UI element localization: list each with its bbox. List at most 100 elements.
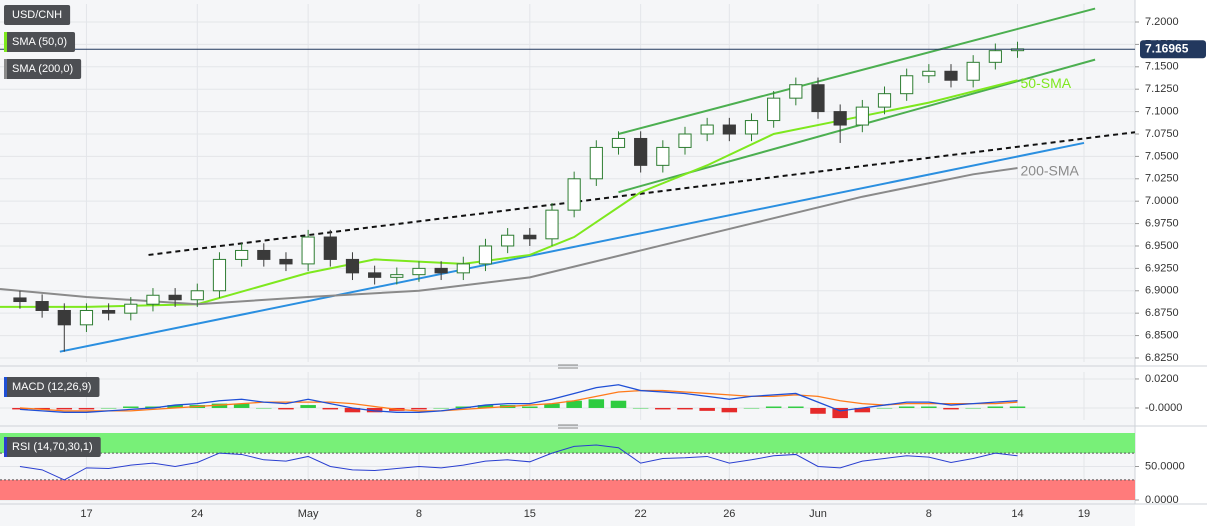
legend-item: SMA (50,0) <box>4 32 76 52</box>
x-tick-label: 8 <box>926 508 932 520</box>
y-tick-label: -0.0000 <box>1145 402 1182 414</box>
rsi-oversold-zone <box>0 479 1135 500</box>
x-tick-label: 17 <box>80 508 92 520</box>
candle-body <box>279 258 293 265</box>
candle-body <box>501 234 515 247</box>
macd-histogram-bar <box>167 405 183 408</box>
macd-histogram-bar <box>610 400 627 408</box>
candle-body <box>567 178 581 211</box>
legend-text: SMA (50,0) <box>12 36 67 48</box>
y-tick-label: 7.1500 <box>1145 61 1179 73</box>
rsi-line <box>19 444 1018 481</box>
macd-histogram-bar <box>1009 406 1026 408</box>
macd-histogram-bar <box>256 407 272 409</box>
macd-histogram-bar <box>566 400 582 408</box>
candle-body <box>79 309 94 326</box>
y-tick-label: 6.8250 <box>1145 352 1179 364</box>
y-tick-label: 6.8500 <box>1145 329 1179 341</box>
candle-body <box>235 249 249 260</box>
candle-body <box>57 309 71 326</box>
macd-histogram-bar <box>344 407 361 413</box>
legend-text: USD/CNH <box>12 9 62 21</box>
last-price-box <box>1140 40 1206 59</box>
macd-histogram-bar <box>56 407 73 410</box>
legend-box <box>4 5 71 25</box>
macd-histogram-bar <box>123 406 139 408</box>
sma-annotation: 200-SMA <box>1021 163 1080 179</box>
y-tick-label: 50.0000 <box>1145 460 1185 472</box>
macd-histogram-bar <box>34 407 50 410</box>
last-price-label: 7.16965 <box>1145 41 1189 55</box>
macd-histogram-bar <box>721 407 738 413</box>
macd-histogram-bar <box>655 407 671 410</box>
candle-body <box>102 309 116 314</box>
candle-body <box>722 124 736 135</box>
x-tick-label: 22 <box>635 508 647 520</box>
y-tick-label: 7.0250 <box>1145 173 1179 185</box>
candle-body <box>744 120 759 135</box>
y-tick-label: 6.9500 <box>1145 240 1179 252</box>
legend-item: SMA (200,0) <box>4 59 82 79</box>
macd-histogram-bar <box>854 407 871 413</box>
legend-swatch <box>4 59 7 79</box>
legend-text: MACD (12,26,9) <box>12 381 91 393</box>
labels: 17 24 May 8 15 22 26 Jun 8 14 19 6.8250 6.8500 6.8750… <box>4 5 1206 520</box>
macd-histogram-bar <box>788 406 804 408</box>
y-tick-label: 6.9750 <box>1145 217 1179 229</box>
candle-body <box>124 303 138 314</box>
candle-body <box>656 146 670 166</box>
candle-body <box>789 84 803 99</box>
y-tick-label: 7.0500 <box>1145 150 1179 162</box>
macd-histogram-bar <box>632 407 649 409</box>
macd-histogram-bar <box>278 407 294 410</box>
candle-body <box>634 137 648 166</box>
macd-histogram-bar <box>211 403 228 408</box>
candle-body <box>944 70 958 81</box>
resize-handle[interactable] <box>558 364 578 369</box>
macd-histogram-bar <box>233 403 250 408</box>
trendline <box>148 131 1136 256</box>
x-tick-label: 24 <box>191 508 203 520</box>
x-tick-label: 26 <box>723 508 735 520</box>
legend-swatch <box>4 32 7 52</box>
candle-body <box>922 70 936 77</box>
macd-histogram-bar <box>433 407 449 409</box>
legend-text: RSI (14,70,30,1) <box>12 441 93 453</box>
macd-histogram-bar <box>145 406 161 408</box>
y-tick-label: 7.1250 <box>1145 83 1179 95</box>
candle-body <box>611 137 626 148</box>
candle-body <box>146 294 160 305</box>
x-tick-label: May <box>298 508 319 520</box>
y-tick-label: 7.0000 <box>1145 195 1179 207</box>
y-tick-label: 7.1000 <box>1145 106 1179 118</box>
candle-body <box>301 236 315 265</box>
macd-histogram-bar <box>12 407 28 410</box>
legend-item: MACD (12,26,9) <box>4 377 100 397</box>
macd-histogram-bar <box>100 407 117 409</box>
macd-histogram-bar <box>588 399 605 408</box>
x-tick-label: Jun <box>809 508 827 520</box>
candle-body <box>523 234 537 240</box>
candle-body <box>545 209 559 240</box>
macd-histogram-bar <box>677 407 693 410</box>
macd-histogram-bar <box>411 407 427 410</box>
sma-line <box>0 167 1018 306</box>
macd-histogram-bar <box>322 407 339 410</box>
legend-swatch <box>4 377 7 397</box>
candle-body <box>966 61 980 81</box>
signal-line <box>19 389 1018 412</box>
resize-handle[interactable] <box>558 424 578 429</box>
candle-body <box>811 84 825 113</box>
macd-histogram-bar <box>898 406 915 408</box>
macd-histogram-bar <box>921 406 937 408</box>
macd-histogram-bar <box>78 407 95 410</box>
candle-body <box>412 267 426 276</box>
candle-body <box>35 301 49 311</box>
x-tick-label: 8 <box>416 508 422 520</box>
candle-body <box>855 106 869 126</box>
trendline <box>59 141 1085 353</box>
candle-body <box>434 267 448 274</box>
candle-body <box>212 258 227 292</box>
